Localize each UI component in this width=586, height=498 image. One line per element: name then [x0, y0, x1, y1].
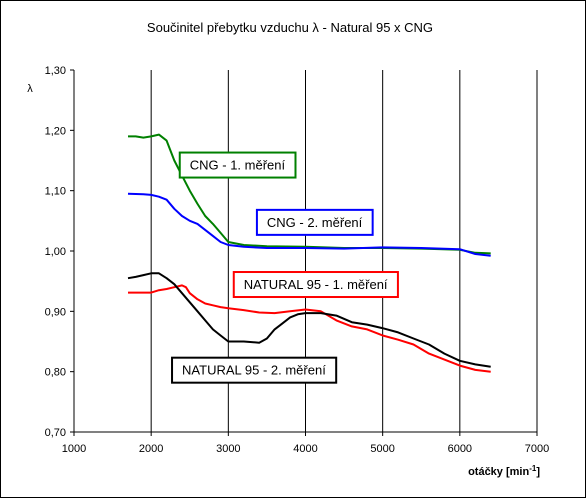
- y-tick-label: 0,80: [45, 367, 66, 379]
- annotation-box: [232, 271, 399, 299]
- x-axis-label-sup: -1: [529, 464, 537, 473]
- x-tick-label: 7000: [525, 443, 549, 455]
- annotation-text: CNG - 1. měření: [190, 158, 286, 173]
- chart-title: Součinitel přebytku vzduchu λ - Natural …: [147, 20, 433, 35]
- series-annotation-4: NATURAL 95 - 2. měření: [171, 356, 338, 384]
- series-line-4: [127, 272, 491, 368]
- plot-area: 0,70 0,80 0,90 1,00 1,10 1,20 1,30 1000 2000 3000…: [45, 65, 550, 455]
- x-tick-label: 1000: [62, 443, 86, 455]
- annotation-text: CNG - 2. měření: [267, 215, 363, 230]
- series-annotation-2: CNG - 2. měření: [255, 208, 374, 236]
- y-tick-label: 1,00: [45, 246, 66, 258]
- series-line-3: [128, 284, 491, 373]
- y-tick-label: 1,10: [45, 186, 66, 198]
- x-axis-label-end: ]: [536, 466, 540, 478]
- annotation-text: NATURAL 95 - 2. měření: [182, 363, 326, 378]
- y-tick-label: 0,90: [45, 306, 66, 318]
- y-axis-label: λ: [27, 83, 33, 95]
- series-annotation-1: CNG - 1. měření: [178, 151, 297, 179]
- annotation-box: [255, 208, 374, 236]
- y-tick-label: 0,70: [45, 427, 66, 439]
- x-tick-label: 5000: [370, 443, 394, 455]
- annotation-text: NATURAL 95 - 1. měření: [244, 277, 388, 292]
- x-tick-label: 2000: [139, 443, 163, 455]
- x-axis-label-main: otáčky [min: [468, 466, 529, 478]
- x-tick-label: 3000: [216, 443, 240, 455]
- x-tick-label: 4000: [293, 443, 317, 455]
- series-annotation-3: NATURAL 95 - 1. měření: [232, 271, 399, 299]
- y-tick-label: 1,30: [45, 65, 66, 77]
- x-axis-label: otáčky [min-1]: [468, 464, 540, 478]
- series-line-2: [127, 192, 491, 257]
- annotation-box: [171, 356, 338, 384]
- x-tick-label: 6000: [448, 443, 472, 455]
- y-tick-label: 1,20: [45, 125, 66, 137]
- annotation-box: [178, 151, 297, 179]
